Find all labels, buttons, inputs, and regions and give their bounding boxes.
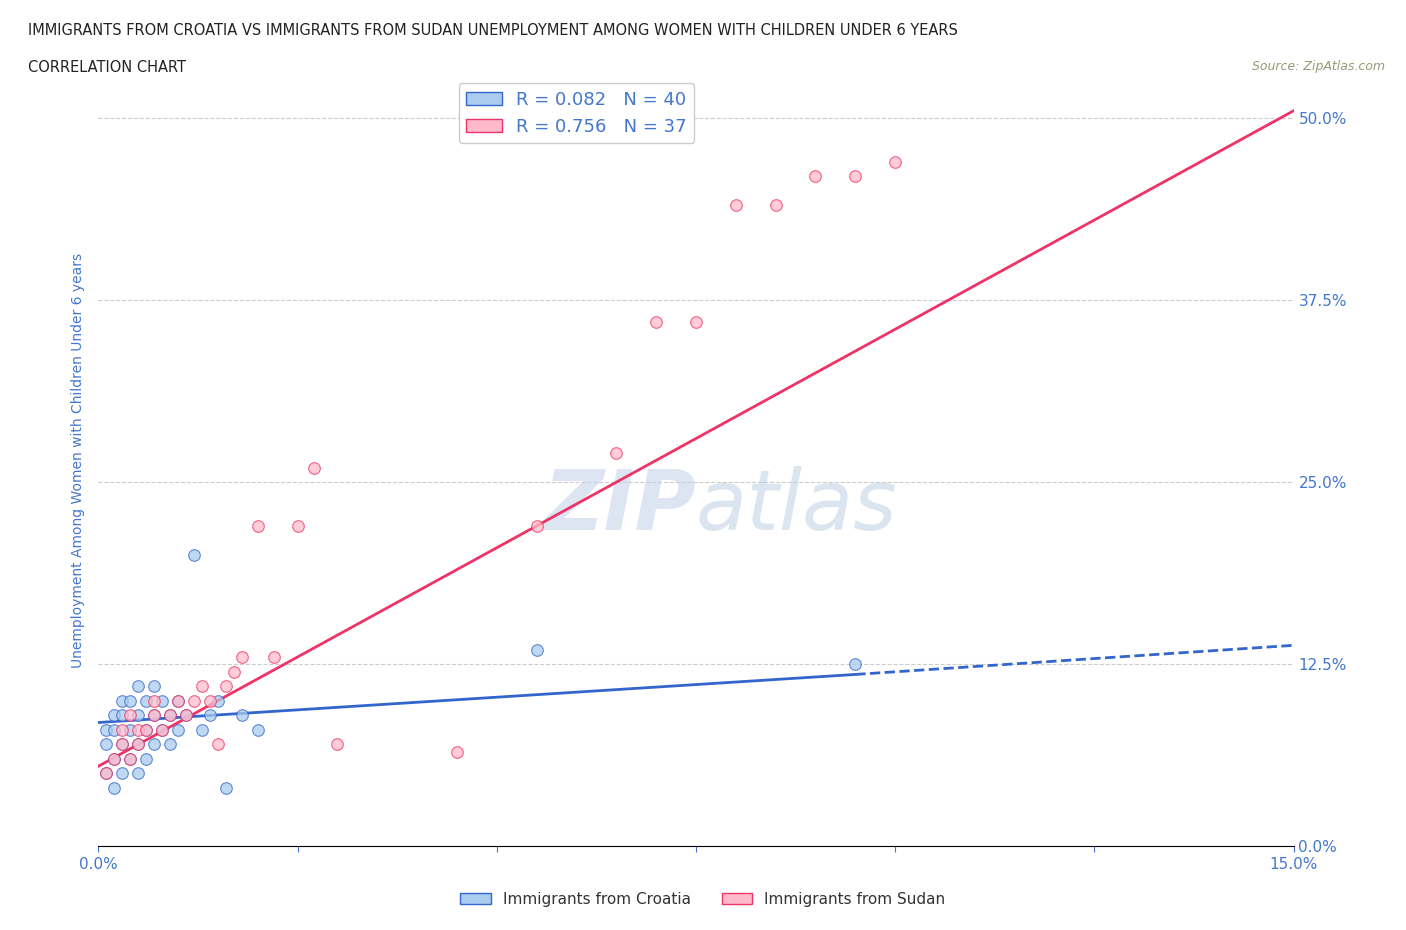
Point <box>844 169 866 184</box>
Point <box>96 723 118 737</box>
Point <box>111 693 134 708</box>
Point <box>605 445 627 460</box>
Point <box>159 708 181 723</box>
Point <box>159 708 181 723</box>
Point <box>111 737 134 751</box>
Point <box>222 664 245 679</box>
Point <box>150 723 173 737</box>
Point <box>143 693 166 708</box>
Point <box>302 460 325 475</box>
Point <box>174 708 197 723</box>
Legend: R = 0.082   N = 40, R = 0.756   N = 37: R = 0.082 N = 40, R = 0.756 N = 37 <box>458 84 695 143</box>
Point <box>167 693 190 708</box>
Point <box>526 643 548 658</box>
Point <box>143 737 166 751</box>
Point <box>103 780 125 795</box>
Point <box>96 766 118 781</box>
Point <box>111 723 134 737</box>
Point <box>326 737 349 751</box>
Text: IMMIGRANTS FROM CROATIA VS IMMIGRANTS FROM SUDAN UNEMPLOYMENT AMONG WOMEN WITH C: IMMIGRANTS FROM CROATIA VS IMMIGRANTS FR… <box>28 23 957 38</box>
Legend: Immigrants from Croatia, Immigrants from Sudan: Immigrants from Croatia, Immigrants from… <box>454 886 952 913</box>
Point <box>103 723 125 737</box>
Point <box>127 679 149 694</box>
Point <box>135 693 157 708</box>
Point <box>263 649 285 664</box>
Point <box>183 693 205 708</box>
Point <box>804 169 827 184</box>
Point <box>231 708 253 723</box>
Point <box>198 693 221 708</box>
Point <box>207 693 229 708</box>
Point <box>96 766 118 781</box>
Point <box>215 679 238 694</box>
Point <box>287 518 309 533</box>
Point <box>120 751 142 766</box>
Point <box>246 723 269 737</box>
Point <box>96 737 118 751</box>
Point <box>446 744 468 759</box>
Point <box>884 154 907 169</box>
Point <box>191 723 214 737</box>
Point <box>103 751 125 766</box>
Point <box>167 693 190 708</box>
Point <box>127 708 149 723</box>
Point <box>127 766 149 781</box>
Point <box>127 723 149 737</box>
Point <box>183 548 205 563</box>
Point <box>127 737 149 751</box>
Point <box>174 708 197 723</box>
Point <box>143 708 166 723</box>
Point <box>111 708 134 723</box>
Point <box>645 314 668 329</box>
Point <box>526 518 548 533</box>
Point <box>120 723 142 737</box>
Point <box>120 751 142 766</box>
Y-axis label: Unemployment Among Women with Children Under 6 years: Unemployment Among Women with Children U… <box>72 253 86 668</box>
Point <box>111 737 134 751</box>
Text: CORRELATION CHART: CORRELATION CHART <box>28 60 186 75</box>
Point <box>167 723 190 737</box>
Point <box>246 518 269 533</box>
Point <box>150 693 173 708</box>
Point <box>103 751 125 766</box>
Point <box>215 780 238 795</box>
Text: atlas: atlas <box>696 466 897 547</box>
Point <box>143 708 166 723</box>
Point <box>207 737 229 751</box>
Point <box>844 657 866 671</box>
Point <box>159 737 181 751</box>
Point <box>120 693 142 708</box>
Point <box>191 679 214 694</box>
Point <box>143 679 166 694</box>
Point <box>724 198 747 213</box>
Point <box>135 723 157 737</box>
Point <box>135 751 157 766</box>
Text: ZIP: ZIP <box>543 466 696 547</box>
Point <box>765 198 787 213</box>
Text: Source: ZipAtlas.com: Source: ZipAtlas.com <box>1251 60 1385 73</box>
Point <box>135 723 157 737</box>
Point <box>111 766 134 781</box>
Point <box>198 708 221 723</box>
Point <box>150 723 173 737</box>
Point <box>103 708 125 723</box>
Point <box>685 314 707 329</box>
Point <box>127 737 149 751</box>
Point <box>231 649 253 664</box>
Point <box>120 708 142 723</box>
